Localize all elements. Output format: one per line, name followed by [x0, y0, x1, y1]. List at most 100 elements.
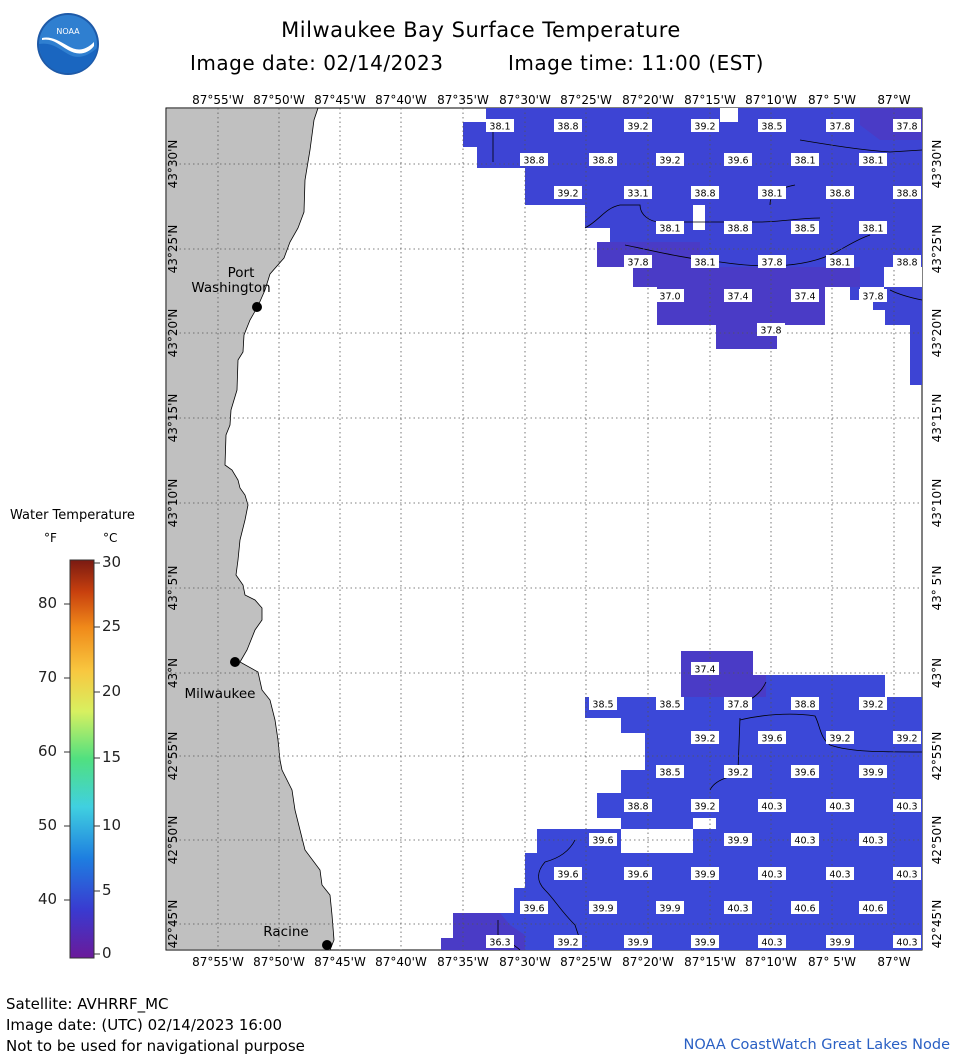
temp-reading: 39.9: [826, 935, 854, 949]
svg-text:40.3: 40.3: [727, 904, 748, 915]
svg-text:39.2: 39.2: [659, 156, 680, 167]
svg-text:37.8: 37.8: [862, 292, 883, 303]
temp-reading: 37.8: [624, 255, 652, 269]
svg-text:38.8: 38.8: [829, 189, 850, 200]
svg-text:37.8: 37.8: [829, 122, 850, 133]
latitude-label: 42°55'N: [166, 732, 180, 781]
latitude-label: 43°10'N: [166, 479, 180, 528]
svg-text:37.4: 37.4: [727, 292, 748, 303]
svg-text:38.1: 38.1: [761, 189, 782, 200]
latitude-label: 43°25'N: [930, 225, 944, 274]
temp-reading: 38.8: [624, 799, 652, 813]
temp-reading: 37.8: [859, 289, 887, 303]
legend-f-label: 40: [38, 890, 58, 908]
svg-text:38.8: 38.8: [592, 156, 613, 167]
svg-text:40.6: 40.6: [794, 904, 815, 915]
longitude-label: 87°W: [877, 955, 910, 969]
longitude-label: 87°25'W: [560, 93, 612, 107]
longitude-label: 87°55'W: [192, 955, 244, 969]
longitude-label: 87°15'W: [684, 955, 736, 969]
temp-reading: 37.0: [656, 289, 684, 303]
noaa-logo-text: NOAA: [56, 27, 80, 36]
longitude-label: 87°50'W: [253, 955, 305, 969]
temp-reading: 38.8: [826, 186, 854, 200]
temp-reading: 38.5: [791, 221, 819, 235]
svg-text:39.9: 39.9: [694, 938, 715, 949]
temp-reading: 39.2: [893, 731, 921, 745]
legend-f-label: 60: [38, 742, 58, 760]
temp-reading: 40.3: [893, 867, 921, 881]
longitude-label: 87° 5'W: [808, 955, 856, 969]
temp-reading: 38.8: [520, 153, 548, 167]
svg-text:38.8: 38.8: [727, 224, 748, 235]
svg-text:40.6: 40.6: [862, 904, 883, 915]
latitude-label: 42°45'N: [930, 900, 944, 949]
temp-reading: 40.3: [859, 833, 887, 847]
racine-label: Racine: [263, 924, 308, 940]
svg-text:38.5: 38.5: [659, 768, 680, 779]
temp-reading: 39.2: [554, 186, 582, 200]
port-washington-marker: [252, 302, 262, 312]
longitude-label: 87°55'W: [192, 93, 244, 107]
longitude-label: 87° 5'W: [808, 93, 856, 107]
temp-reading: 39.2: [859, 697, 887, 711]
credit-line: NOAA CoastWatch Great Lakes Node: [683, 1037, 950, 1053]
latitude-label: 43°25'N: [166, 225, 180, 274]
svg-text:39.6: 39.6: [523, 904, 544, 915]
svg-text:40.3: 40.3: [896, 870, 917, 881]
temp-reading: 38.1: [826, 255, 854, 269]
longitude-label: 87°30'W: [499, 955, 551, 969]
longitude-label: 87°W: [877, 93, 910, 107]
legend-ticks: [64, 562, 100, 955]
temp-reading: 39.9: [859, 765, 887, 779]
temp-reading: 37.8: [826, 119, 854, 133]
longitude-label: 87°15'W: [684, 93, 736, 107]
longitude-label: 87°35'W: [437, 955, 489, 969]
latitude-label: 43° 5'N: [166, 566, 180, 611]
svg-text:40.3: 40.3: [761, 938, 782, 949]
svg-text:39.2: 39.2: [557, 938, 578, 949]
svg-text:39.2: 39.2: [896, 734, 917, 745]
longitude-label: 87°40'W: [375, 93, 427, 107]
temp-reading: 38.8: [724, 221, 752, 235]
land-mass: [165, 107, 335, 951]
temp-reading: 39.2: [554, 935, 582, 949]
svg-text:37.8: 37.8: [627, 258, 648, 269]
legend-c-label: 10: [102, 816, 122, 834]
svg-text:39.9: 39.9: [659, 904, 680, 915]
svg-text:39.9: 39.9: [694, 870, 715, 881]
svg-text:38.8: 38.8: [557, 122, 578, 133]
legend-c-label: 0: [102, 944, 112, 962]
temp-reading: 38.5: [656, 697, 684, 711]
temp-reading: 40.3: [791, 833, 819, 847]
latitude-label: 42°50'N: [930, 816, 944, 865]
svg-text:37.0: 37.0: [659, 292, 680, 303]
port-washington-label-2: Washington: [191, 280, 270, 296]
svg-text:40.3: 40.3: [896, 802, 917, 813]
latitude-label: 42°50'N: [166, 816, 180, 865]
temp-reading: 40.3: [826, 867, 854, 881]
temp-reading: 39.9: [724, 833, 752, 847]
temp-reading: 38.8: [554, 119, 582, 133]
latitude-label: 43°10'N: [930, 479, 944, 528]
legend-c-label: 15: [102, 748, 122, 766]
temp-reading: 39.2: [724, 765, 752, 779]
longitude-label: 87°45'W: [314, 93, 366, 107]
svg-text:39.9: 39.9: [829, 938, 850, 949]
temp-reading: 38.8: [893, 255, 921, 269]
temp-reading: 39.6: [589, 833, 617, 847]
temp-reading: 38.5: [656, 765, 684, 779]
svg-text:39.6: 39.6: [794, 768, 815, 779]
svg-text:38.8: 38.8: [896, 189, 917, 200]
svg-text:39.9: 39.9: [592, 904, 613, 915]
temp-reading: 39.9: [589, 901, 617, 915]
legend-unit-c: °C: [103, 531, 118, 545]
svg-text:40.3: 40.3: [761, 870, 782, 881]
legend-c-label: 20: [102, 682, 122, 700]
svg-text:39.2: 39.2: [694, 734, 715, 745]
legend-f-label: 70: [38, 668, 58, 686]
svg-text:39.6: 39.6: [761, 734, 782, 745]
temp-reading: 40.3: [826, 799, 854, 813]
latitude-labels-right: 43°30'N 43°25'N 43°20'N 43°15'N 43°10'N 43° 5…: [930, 140, 944, 949]
temp-reading: 39.9: [656, 901, 684, 915]
